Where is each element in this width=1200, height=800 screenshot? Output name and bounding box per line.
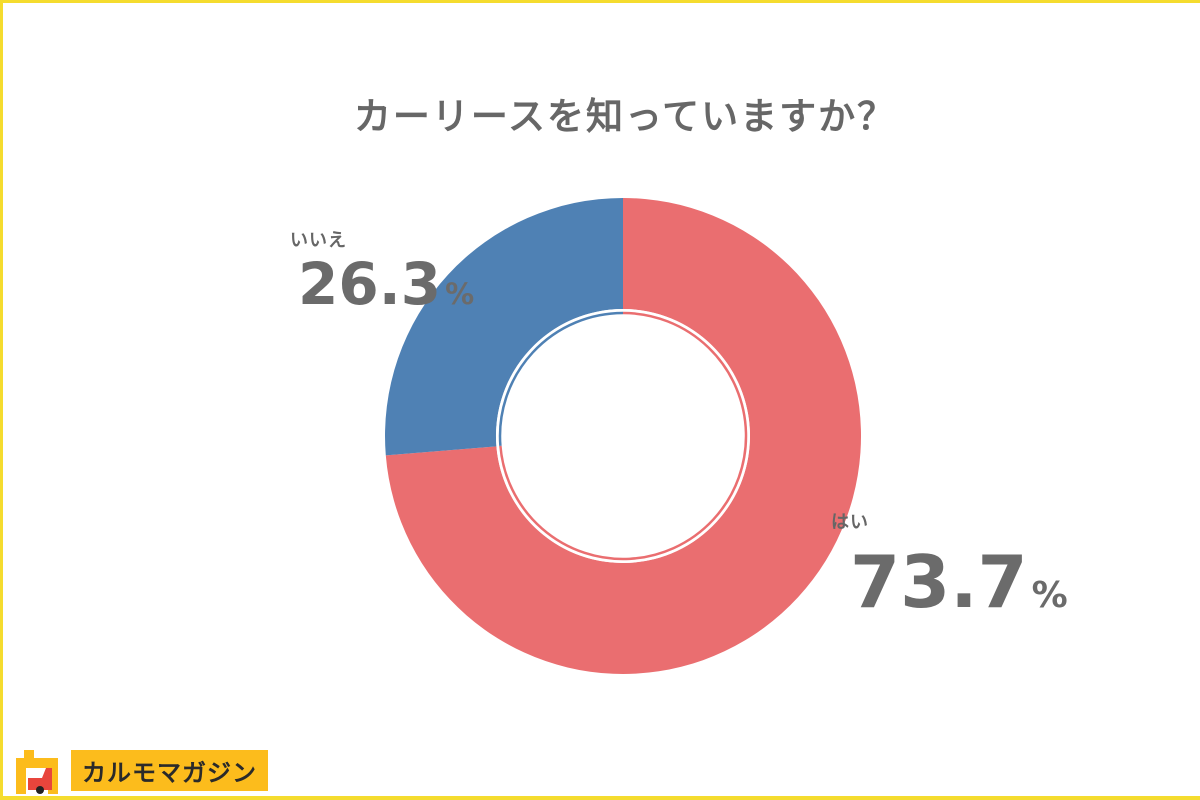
label-yes-unit: % — [1031, 575, 1068, 616]
label-no-name: いいえ — [290, 230, 347, 251]
label-no-number: 26.3 — [298, 250, 442, 318]
label-no-unit: % — [445, 277, 475, 311]
label-no-value: 26.3% — [298, 250, 474, 318]
inner-ring-no — [498, 311, 624, 446]
chart-title: カーリースを知っていますか？ — [353, 95, 897, 138]
logo-badge: カルモマガジン — [71, 750, 268, 791]
slice-no — [385, 198, 623, 456]
slice-yes — [385, 198, 862, 674]
logo-text: カルモマガジン — [82, 759, 257, 787]
inner-ring-yes — [499, 311, 748, 561]
label-yes-name: はい — [831, 512, 869, 533]
label-yes-number: 73.7 — [850, 540, 1028, 624]
logo-car-icon — [16, 750, 58, 794]
donut-hole — [496, 309, 750, 563]
label-yes-value: 73.7% — [850, 540, 1068, 624]
